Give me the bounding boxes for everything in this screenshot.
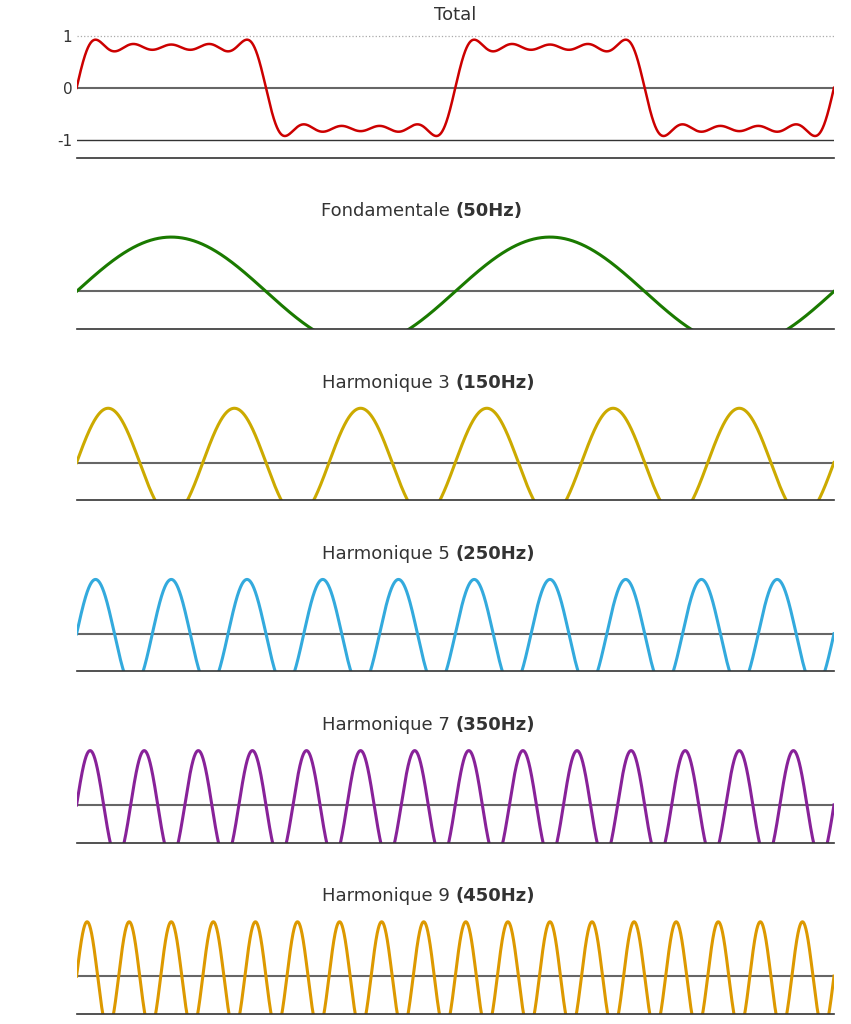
Text: Fondamentale: Fondamentale <box>321 203 455 220</box>
Text: Harmonique 5: Harmonique 5 <box>322 545 455 563</box>
Text: Harmonique 9: Harmonique 9 <box>322 887 455 905</box>
Text: (250Hz): (250Hz) <box>455 545 534 563</box>
Text: (50Hz): (50Hz) <box>455 203 523 220</box>
Text: (350Hz): (350Hz) <box>455 716 534 734</box>
Text: Harmonique 7: Harmonique 7 <box>322 716 455 734</box>
Text: Harmonique 3: Harmonique 3 <box>322 374 455 391</box>
Text: (450Hz): (450Hz) <box>455 887 534 905</box>
Text: (150Hz): (150Hz) <box>455 374 534 391</box>
Title: Total: Total <box>434 6 477 24</box>
